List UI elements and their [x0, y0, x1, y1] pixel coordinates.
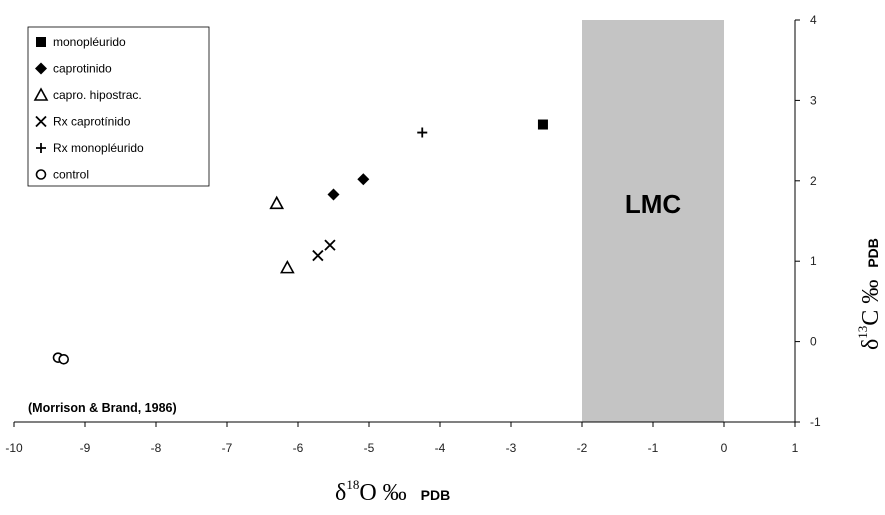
legend-box	[27, 26, 210, 187]
legend-marker-triangle-open	[33, 87, 49, 101]
legend-marker-square	[36, 37, 46, 47]
x-tick-label: -4	[435, 441, 446, 455]
legend: monopléurido caprotinido capro. hipostrac.…	[27, 26, 210, 187]
x-tick-label: -6	[293, 441, 304, 455]
y-axis-ticks: -1 0 1 2 3 4	[795, 13, 821, 429]
x-tick-label: -5	[364, 441, 375, 455]
y-tick-label: 2	[810, 174, 817, 188]
y-axis-label: δ13C ‰ PDB	[855, 238, 884, 350]
data-point-x	[312, 249, 324, 262]
y-tick-label: 3	[810, 93, 817, 107]
legend-label: monopléurido	[53, 35, 126, 49]
x-tick-label: -1	[648, 441, 659, 455]
x-tick-label: 0	[721, 441, 728, 455]
y-axis-label-isotope: 13	[855, 326, 870, 339]
x-axis-label-isotope: 18	[346, 477, 359, 492]
legend-marker-diamond	[35, 62, 47, 75]
x-axis-ticks: -10 -9 -8 -7 -6 -5 -4 -3 -2 -1 0 1	[5, 422, 799, 455]
x-axis-label-element: O ‰	[359, 480, 406, 506]
y-tick-label: 1	[810, 254, 817, 268]
x-axis-label: δ18O ‰ PDB	[335, 477, 450, 506]
data-point-diamond	[327, 188, 340, 201]
data-point-x	[324, 239, 336, 251]
data-point-triangle-open	[269, 195, 285, 210]
y-tick-label: 0	[810, 335, 817, 349]
x-tick-label: -3	[506, 441, 517, 455]
x-tick-label: -10	[5, 441, 23, 455]
y-axis-label-element: C ‰	[858, 280, 884, 326]
lmc-shaded-region	[582, 20, 724, 422]
y-tick-label: 4	[810, 13, 817, 27]
data-points	[52, 119, 548, 365]
x-tick-label: -2	[577, 441, 588, 455]
y-axis-label-delta: δ	[858, 339, 884, 350]
legend-marker-x	[35, 115, 47, 128]
legend-label: capro. hipostrac.	[53, 88, 142, 102]
lmc-region-label: LMC	[625, 189, 682, 219]
x-tick-label: -9	[80, 441, 91, 455]
data-point-square	[537, 119, 548, 130]
x-axis-label-standard: PDB	[421, 487, 451, 503]
legend-label: control	[53, 168, 89, 182]
legend-label: Rx monopléurido	[53, 141, 144, 155]
x-tick-label: -7	[222, 441, 233, 455]
y-tick-label: -1	[810, 415, 821, 429]
x-tick-label: -8	[151, 441, 162, 455]
data-point-circle-open	[58, 353, 70, 365]
x-axis-label-delta: δ	[335, 480, 346, 506]
legend-marker-plus	[36, 143, 46, 153]
y-axis-label-standard: PDB	[865, 238, 881, 268]
citation-annotation: (Morrison & Brand, 1986)	[28, 401, 177, 415]
data-point-triangle-open	[280, 259, 295, 274]
x-tick-label: 1	[792, 441, 799, 455]
legend-items: monopléurido caprotinido capro. hipostrac.…	[33, 35, 144, 182]
data-point-plus	[417, 127, 428, 138]
data-point-diamond	[357, 173, 370, 186]
legend-marker-circle-open	[35, 169, 47, 180]
legend-label: Rx caprotínido	[53, 115, 131, 129]
legend-label: caprotinido	[53, 62, 112, 76]
